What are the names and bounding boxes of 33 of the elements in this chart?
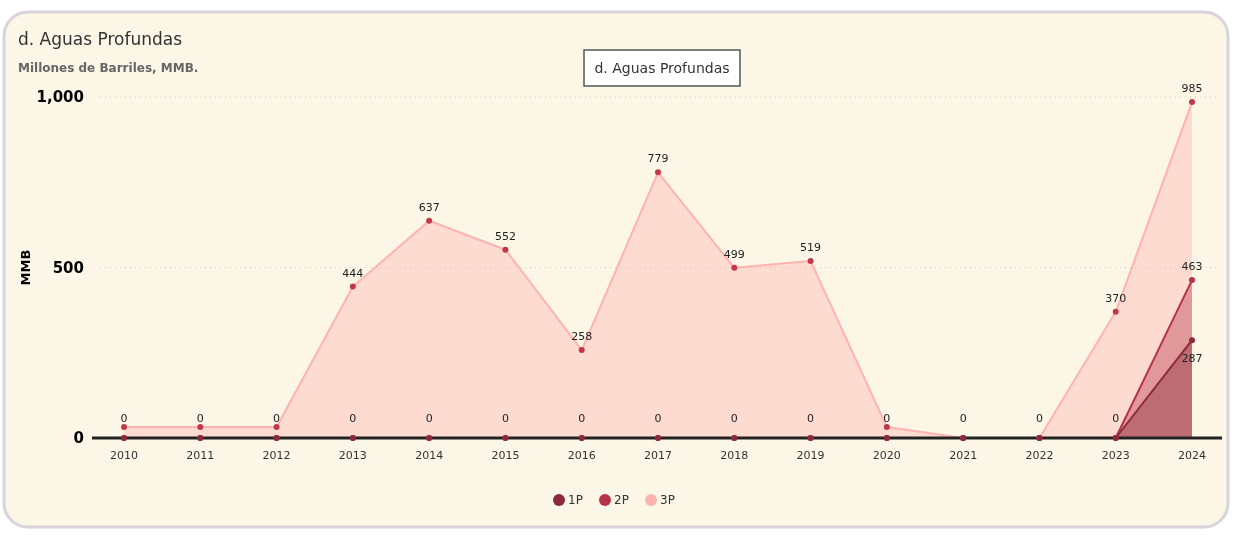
data-label: 552	[494, 229, 516, 243]
x-tick-label: 2016	[567, 449, 596, 462]
data-label: 444	[342, 266, 364, 280]
y-tick-label: 0	[73, 429, 84, 448]
data-label: 637	[418, 200, 440, 214]
x-tick-label: 2021	[949, 449, 978, 462]
x-tick-label: 2010	[110, 449, 138, 462]
data-label: 499	[723, 247, 745, 261]
x-tick-label: 2014	[415, 449, 444, 462]
x-tick-label: 2024	[1178, 449, 1206, 462]
x-tick-label: 2022	[1025, 449, 1054, 462]
x-tick-label: 2013	[338, 449, 367, 462]
data-label: 463	[1181, 260, 1203, 274]
y-tick-label: 500	[52, 258, 84, 277]
y-tick-label: 1,000	[36, 88, 84, 107]
chart-title: d. Aguas Profundas	[18, 29, 183, 49]
legend-label: 2P	[614, 493, 629, 508]
x-tick-label: 2019	[796, 449, 825, 462]
data-label: 519	[800, 241, 822, 255]
chart-subtitle: Millones de Barriles, MMB.	[18, 61, 199, 75]
legend-label: 3P	[660, 493, 675, 508]
data-label: 779	[647, 152, 669, 166]
text: d. Aguas Profundas	[594, 59, 730, 76]
x-tick-label: 2020	[872, 449, 901, 462]
x-tick-label: 2017	[644, 449, 672, 462]
legend-label: 1P	[568, 493, 583, 508]
x-tick-label: 2023	[1101, 449, 1130, 462]
x-tick-label: 2015	[491, 449, 520, 462]
x-tick-label: 2011	[186, 449, 215, 462]
x-tick-label: 2018	[720, 449, 749, 462]
data-label: 985	[1181, 82, 1203, 96]
y-axis-title: MMB	[18, 249, 33, 286]
x-tick-label: 2012	[262, 449, 291, 462]
